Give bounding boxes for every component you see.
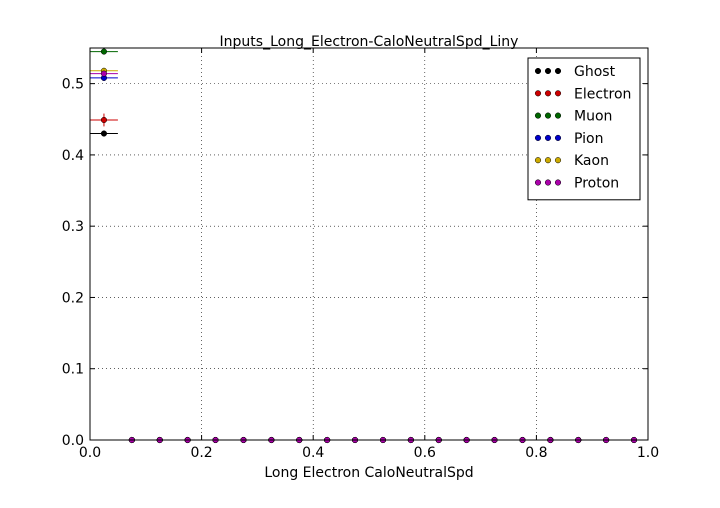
legend-marker <box>534 112 542 119</box>
legend-entry-ghost: Ghost <box>534 64 616 80</box>
legend-marker <box>534 90 542 97</box>
x-tick-label: 0.8 <box>525 445 547 461</box>
legend-marker <box>544 90 552 97</box>
legend-marker <box>544 134 552 141</box>
data-point <box>100 130 107 137</box>
x-tick-label: 0.0 <box>79 445 101 461</box>
legend-marker <box>534 67 542 75</box>
legend-marker <box>554 112 562 119</box>
legend-marker <box>544 179 552 186</box>
y-tick-label: 0.1 <box>62 362 84 378</box>
legend-box <box>527 57 641 201</box>
legend-entry-muon: Muon <box>534 109 612 125</box>
legend-marker <box>544 157 552 164</box>
x-axis-label: Long Electron CaloNeutralSpd <box>264 465 473 481</box>
axes: 0.0 0.2 0.4 0.6 0.8 1.0 0.0 0.1 0.2 0.3 0.4 0.5 <box>62 48 659 461</box>
legend-marker <box>554 134 562 141</box>
y-tick-label: 0.2 <box>62 290 84 306</box>
plot-area <box>89 47 649 441</box>
legend-label: Pion <box>574 131 603 147</box>
legend-label: Electron <box>574 86 631 102</box>
legend-entry-kaon: Kaon <box>534 153 609 169</box>
data-point <box>100 48 107 55</box>
legend-label: Ghost <box>574 64 616 80</box>
legend-label: Kaon <box>574 153 609 169</box>
legend-label: Proton <box>574 176 619 192</box>
legend-label: Muon <box>574 109 612 125</box>
legend-marker <box>534 179 542 186</box>
legend: Ghost Electron Muon Pion Kaon Proton <box>527 57 641 201</box>
legend-entry-proton: Proton <box>534 176 619 192</box>
x-tick-label: 0.2 <box>190 445 212 461</box>
chart-title: Inputs_Long_Electron-CaloNeutralSpd_Liny <box>220 34 519 50</box>
x-tick-label: 1.0 <box>637 445 659 461</box>
legend-marker <box>554 90 562 97</box>
legend-marker <box>534 134 542 141</box>
legend-entry-pion: Pion <box>534 131 603 147</box>
y-tick-label: 0.0 <box>62 433 84 449</box>
x-tick-label: 0.4 <box>302 445 324 461</box>
legend-marker <box>554 67 562 75</box>
y-tick-label: 0.5 <box>62 77 84 93</box>
legend-marker <box>534 157 542 164</box>
legend-marker <box>554 157 562 164</box>
legend-entry-electron: Electron <box>534 86 631 102</box>
legend-marker <box>544 67 552 75</box>
legend-marker <box>544 112 552 119</box>
data-point <box>100 70 107 77</box>
legend-marker <box>554 179 562 186</box>
y-tick-label: 0.3 <box>62 219 84 235</box>
data-point <box>100 116 107 124</box>
x-tick-label: 0.6 <box>414 445 436 461</box>
y-tick-label: 0.4 <box>62 148 84 164</box>
